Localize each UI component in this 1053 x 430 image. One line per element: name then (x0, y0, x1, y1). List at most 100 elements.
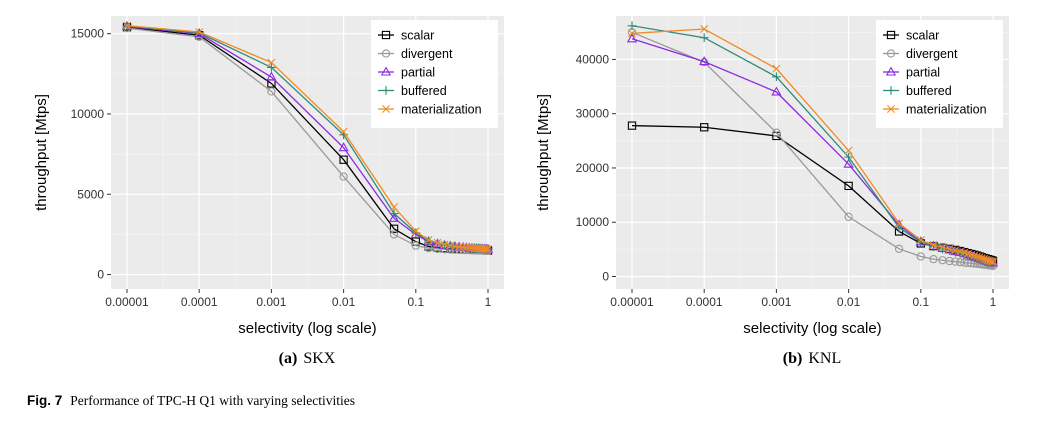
data-point-materialization (455, 242, 464, 251)
data-point-materialization (967, 250, 976, 259)
data-point-divergent (951, 257, 960, 266)
data-point-scalar (339, 155, 348, 164)
data-point-materialization (411, 227, 420, 236)
legend-label: buffered (401, 84, 447, 98)
legend-marker-partial (885, 66, 897, 76)
legend-marker-scalar (886, 30, 896, 40)
legend-label: partial (401, 66, 435, 80)
data-point-buffered (929, 242, 938, 252)
data-point-materialization (433, 238, 442, 247)
data-point-buffered (938, 244, 947, 254)
caption-label: Fig. 7 (27, 393, 63, 408)
data-point-partial (771, 86, 782, 96)
subfigure-label: (a) (279, 350, 298, 367)
legend-marker-buffered (886, 86, 896, 95)
x-axis-label: selectivity (log scale) (743, 320, 881, 337)
data-point-buffered (844, 152, 853, 162)
data-point-divergent (955, 257, 965, 267)
series-materialization (628, 25, 997, 266)
legend-label: materialization (401, 103, 482, 117)
y-tick-label: 0 (97, 268, 104, 282)
data-point-materialization (989, 257, 997, 266)
y-tick-label: 30000 (576, 107, 610, 121)
y-tick-label: 10000 (576, 215, 610, 229)
data-point-materialization (951, 246, 960, 255)
data-point-divergent (945, 256, 954, 266)
y-tick-label: 40000 (576, 52, 610, 66)
y-tick-label: 10000 (71, 107, 105, 121)
legend-label: scalar (401, 29, 434, 43)
x-tick-label: 0.001 (256, 295, 286, 309)
legend-marker-buffered (381, 86, 391, 95)
legend-marker-scalar (381, 30, 391, 40)
data-point-buffered (627, 21, 637, 31)
data-point-materialization (987, 257, 996, 266)
data-point-divergent (772, 128, 781, 137)
data-point-materialization (480, 244, 489, 253)
subfigure-caption: (b) KNL (783, 350, 841, 367)
data-point-materialization (267, 58, 276, 67)
data-point-materialization (195, 28, 204, 37)
data-point-materialization (482, 245, 491, 254)
x-tick-label: 0.1 (912, 295, 929, 309)
x-tick-label: 0.01 (332, 295, 356, 309)
data-point-partial (843, 158, 854, 168)
data-point-materialization (977, 254, 986, 263)
data-point-partial (699, 56, 710, 66)
subfigure-title: KNL (808, 350, 841, 367)
data-point-materialization (938, 243, 947, 252)
chart-panel-b: 0.00001 0.0001 0.001 0.01 0.1 1 0 10000 20000 300… (535, 16, 1009, 367)
y-axis-label: throughput [Mtps] (33, 94, 50, 211)
legend: scalar divergent partial buffered materializ… (371, 20, 498, 128)
data-point-scalar (700, 123, 709, 132)
data-point-divergent (894, 244, 904, 253)
data-point-divergent (411, 241, 420, 250)
legend-box (876, 20, 1003, 128)
x-tick-label: 0.1 (407, 295, 424, 309)
series-materialization (123, 21, 492, 254)
legend: scalar divergent partial buffered materializ… (876, 20, 1003, 128)
x-tick-label: 0.00001 (610, 295, 654, 309)
legend-marker-materialization (887, 105, 895, 113)
data-point-materialization (895, 219, 904, 228)
caption-text: Performance of TPC-H Q1 with varying sel… (70, 393, 355, 408)
data-point-materialization (484, 245, 492, 254)
legend-label: buffered (906, 84, 952, 98)
data-point-buffered (267, 62, 276, 72)
data-point-buffered (894, 223, 904, 233)
data-point-materialization (975, 253, 984, 262)
legend-marker-divergent (381, 49, 391, 58)
data-point-materialization (772, 64, 781, 73)
legend-label: materialization (906, 103, 987, 117)
subfigure-label: (b) (783, 350, 803, 367)
x-tick-label: 0.001 (761, 295, 791, 309)
data-point-partial (626, 33, 638, 43)
x-tick-label: 1 (485, 295, 492, 309)
data-point-scalar (844, 181, 853, 191)
y-tick-label: 20000 (576, 161, 610, 175)
data-point-divergent (929, 254, 938, 264)
data-point-materialization (390, 203, 399, 212)
data-point-buffered (389, 209, 399, 218)
legend-label: divergent (906, 47, 958, 61)
x-axis-label: selectivity (log scale) (238, 320, 376, 337)
figure-caption: Fig. 7 Performance of TPC-H Q1 with varyi… (27, 393, 355, 409)
y-tick-label: 0 (602, 270, 609, 284)
data-point-buffered (699, 33, 709, 43)
x-tick-label: 0.00001 (105, 295, 149, 309)
chart-panel-a: 0.00001 0.0001 0.001 0.01 0.1 1 0 5000 10000 1500… (33, 16, 504, 367)
data-point-partial (388, 212, 400, 222)
data-point-partial (266, 71, 277, 81)
y-tick-label: 5000 (77, 187, 104, 201)
data-point-divergent (916, 252, 925, 261)
data-point-scalar (627, 121, 637, 130)
legend-marker-divergent (886, 49, 896, 58)
data-point-scalar (389, 224, 399, 233)
data-point-materialization (339, 127, 348, 136)
subfigure-caption: (a) SKX (279, 350, 336, 367)
data-point-divergent (267, 87, 276, 96)
data-point-materialization (970, 251, 979, 260)
legend-marker-materialization (382, 105, 390, 113)
data-point-materialization (972, 252, 981, 261)
